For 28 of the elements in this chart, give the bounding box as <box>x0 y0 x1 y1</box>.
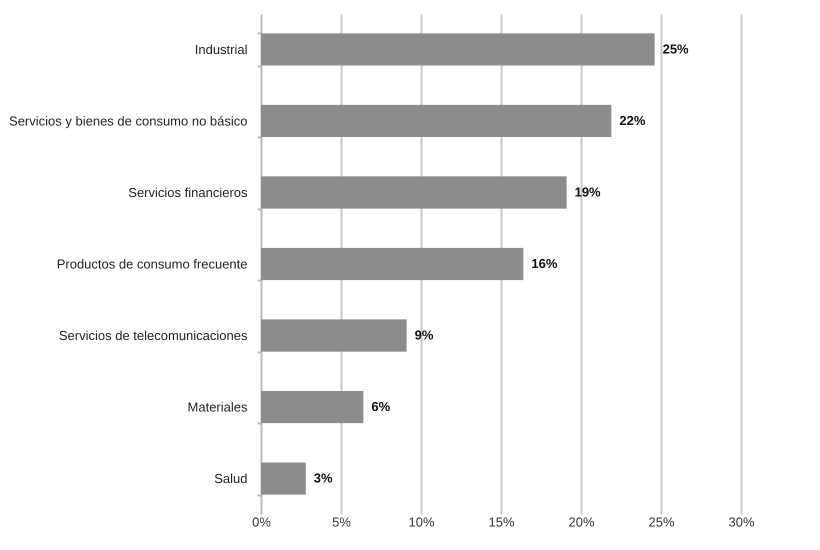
y-tick-label: Servicios financieros <box>128 184 248 200</box>
data-label: 9% <box>414 328 434 343</box>
data-label: 22% <box>619 112 646 128</box>
x-tick-label: 25% <box>648 514 675 530</box>
y-tick-label: Materiales <box>188 400 248 415</box>
bar <box>261 319 407 352</box>
y-tick-label: Industrial <box>194 42 248 57</box>
bar <box>261 176 567 209</box>
data-label: 3% <box>314 470 334 486</box>
bar <box>261 33 655 66</box>
bar <box>261 248 524 280</box>
data-label: 25% <box>662 41 690 56</box>
x-tick-label: 5% <box>332 514 352 530</box>
y-tick-label: Productos de consumo frecuente <box>56 256 248 272</box>
data-label: 19% <box>574 184 602 200</box>
x-tick-label: 30% <box>728 514 755 530</box>
bar <box>261 462 306 495</box>
y-tick-label: Servicios de telecomunicaciones <box>58 328 248 344</box>
x-tick-label: 0% <box>252 514 272 530</box>
bar <box>261 390 364 424</box>
y-tick-label: Servicios y bienes de consumo no básico <box>9 113 248 128</box>
data-label: 6% <box>371 399 391 414</box>
x-tick-label: 15% <box>488 514 515 530</box>
x-tick-label: 20% <box>568 514 595 530</box>
data-label: 16% <box>531 256 558 271</box>
bar <box>261 104 612 138</box>
x-tick-label: 10% <box>408 514 435 530</box>
y-tick-label: Salud <box>214 471 248 486</box>
